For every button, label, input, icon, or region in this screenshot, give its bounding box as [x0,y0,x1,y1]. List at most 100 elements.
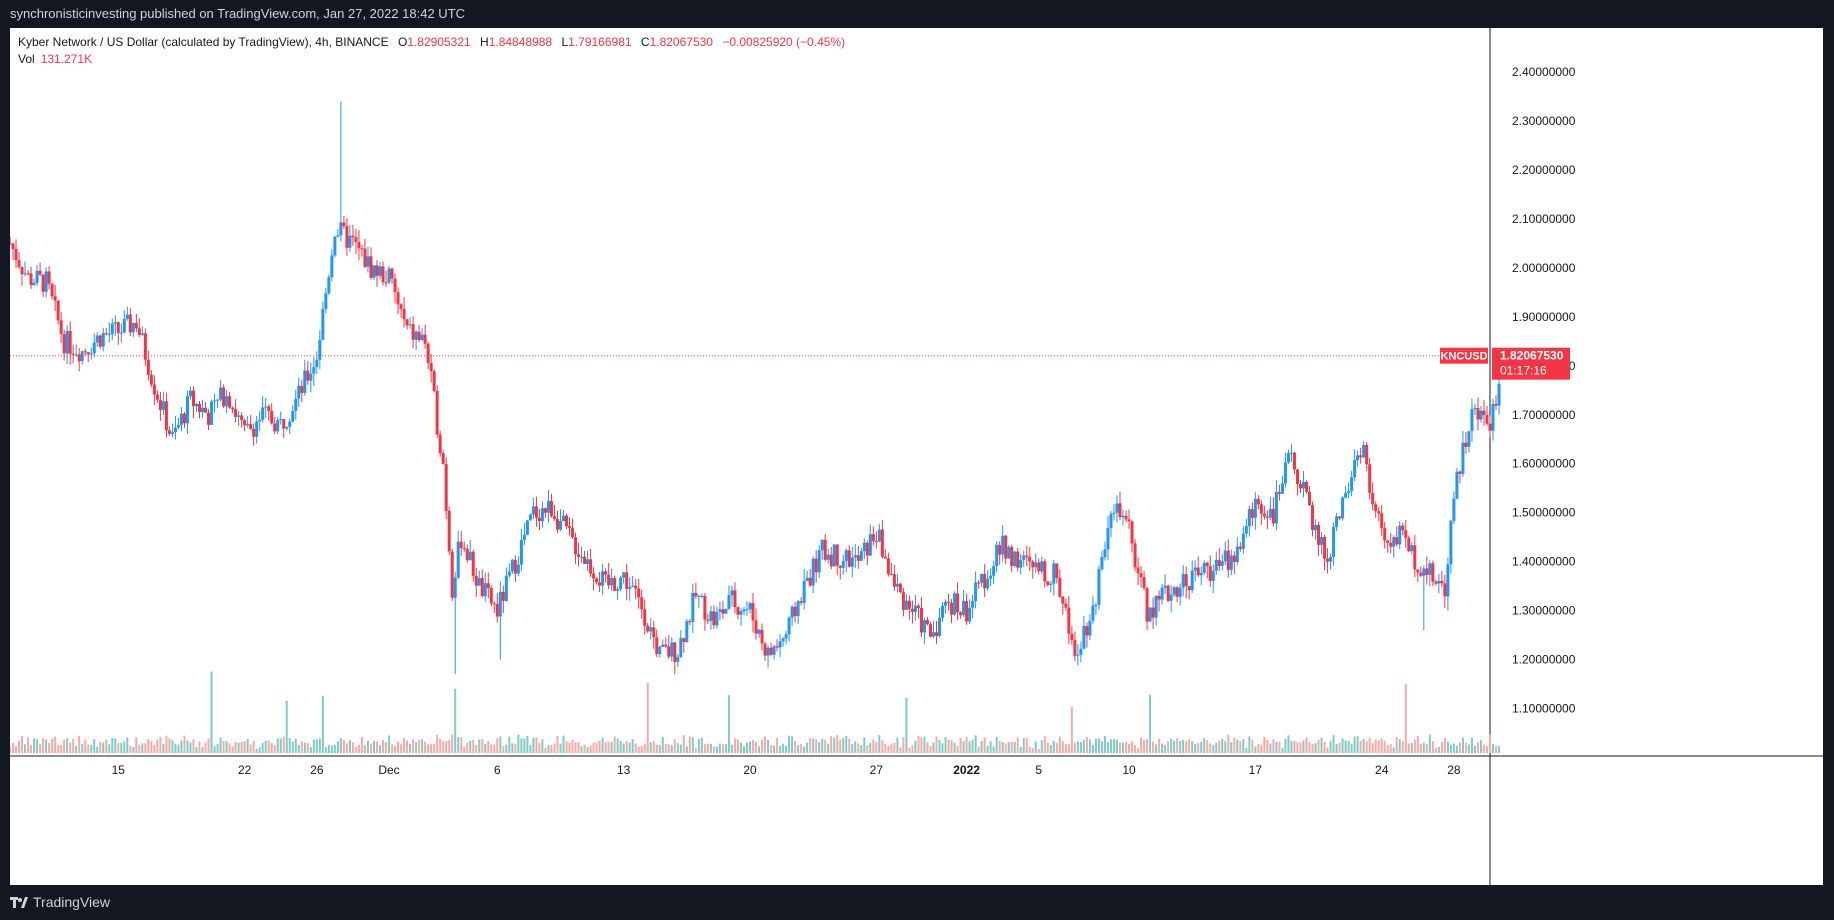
candle-body [32,282,36,286]
volume-bar [168,738,171,753]
candlestick-chart[interactable]: 2.40000000 2.30000000 2.20000000 2.10000000… [10,28,1823,885]
y-tick-label: 1.40000000 [1512,555,1576,569]
volume-bar [562,735,565,753]
candle-body [258,419,262,422]
volume-bar [824,739,827,753]
candle-body [537,517,541,522]
candle-body [781,638,785,642]
volume-bar [739,742,742,753]
volume-bar [514,743,517,753]
candle-body [1049,583,1053,585]
volume-bar [571,739,574,753]
candle-body [799,601,803,603]
candle-body [1001,535,1005,555]
chart-frame[interactable]: 2.40000000 2.30000000 2.20000000 2.10000000… [10,28,1823,885]
volume-bar [237,742,240,753]
candle-body [432,371,436,391]
candle-body [787,617,791,635]
candle-body [1286,452,1290,463]
volume-bar [631,739,634,753]
volume-bar [336,741,339,753]
candle-body [778,641,782,648]
candle-body [793,606,797,617]
candle-body [745,609,749,611]
candle-body [53,296,57,301]
volume-bar [333,744,336,753]
volume-bar [1007,742,1010,753]
tradingview-brand[interactable]: TradingView [10,894,110,910]
candle-body [267,406,271,411]
volume-bar [1269,743,1272,753]
volume-bar [36,739,39,753]
candle-body [552,516,556,519]
y-tick-label: 1.70000000 [1512,408,1576,422]
candle-body [1115,503,1119,513]
volume-bar [1278,741,1281,753]
volume-bar [48,742,51,753]
volume-bar [926,742,929,753]
candle-body [1344,493,1348,498]
volume-bar [764,736,767,753]
candle-body [817,550,821,573]
volume-bar [1299,742,1302,753]
candle-body [1389,542,1393,547]
candle-body [598,582,602,586]
volume-bar [1473,745,1476,753]
volume-bar [917,736,920,753]
candle-body [173,427,177,433]
candle-body [856,555,860,561]
volume-bar [1034,741,1037,753]
candle-body [450,551,454,598]
candle-body [549,500,553,517]
volume-bar [1022,738,1025,753]
volume-bar [1248,736,1251,753]
candle-body [688,621,692,623]
candle-body [1097,569,1101,605]
candle-body [489,588,493,604]
volume-bar [1152,741,1155,753]
candle-body [1392,537,1396,547]
candle-body [1323,537,1327,559]
candle-body [637,588,641,598]
volume-bar [436,734,439,753]
candle-body [1013,551,1017,567]
candle-body [1341,497,1345,519]
candle-body [477,578,481,586]
volume-bar [818,742,821,753]
volume-bar [706,743,709,753]
candle-body [1410,545,1414,552]
volume-bar [448,740,451,753]
candle-body [941,605,945,618]
volume-bar [1125,741,1128,753]
candle-body [146,359,150,375]
volume-bar [1377,740,1380,753]
candle-body [228,396,232,408]
symbol-tag-label: KNCUSD [1440,351,1487,363]
volume-bar [526,736,529,753]
candle-body [23,273,27,275]
candle-body [1308,491,1312,506]
candle-body [811,558,815,586]
candle-body [1458,471,1462,474]
volume-bar [1167,741,1170,753]
candle-body [1434,581,1438,584]
candle-body [234,409,238,417]
candle-body [80,351,84,362]
candle-body [1274,492,1278,524]
candle-body [880,529,884,557]
candle-body [435,390,439,435]
candle-body [706,619,710,621]
candle-body [1467,431,1471,447]
candle-body [574,537,578,555]
volume-bar [204,742,207,753]
candle-body [1268,508,1272,518]
candle-body [408,324,412,326]
volume-bar [688,736,691,753]
candle-body [754,620,758,634]
volume-bar [406,740,409,753]
volume-bar [580,746,583,753]
volume-bar [1476,742,1479,753]
candle-body [83,351,87,353]
volume-bar [767,739,770,753]
candle-body [155,394,159,400]
